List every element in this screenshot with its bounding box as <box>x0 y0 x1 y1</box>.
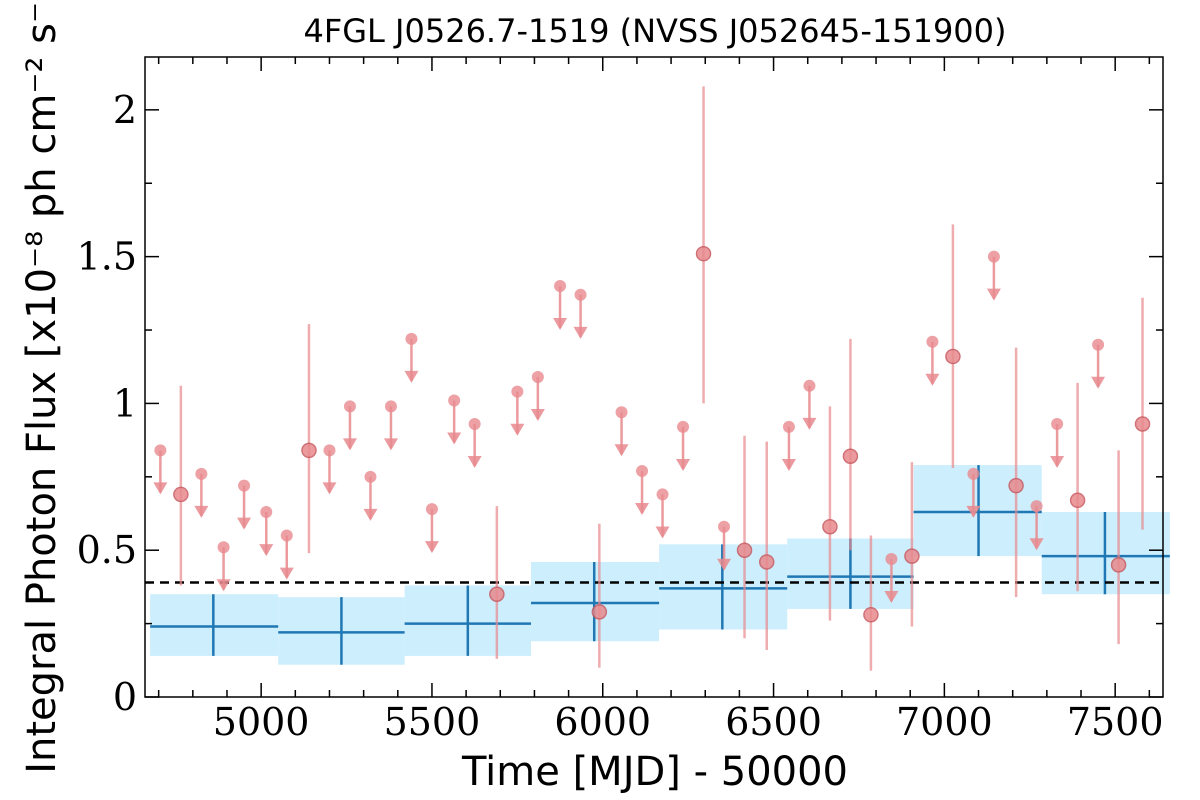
upper-limit-arrow-head <box>884 591 899 604</box>
upper-limit-arrow-head <box>1091 376 1106 389</box>
upper-limit-arrow-head <box>635 502 650 515</box>
upper-limit-arrow-head <box>781 458 796 471</box>
upper-limit-point <box>260 506 273 519</box>
upper-limit-arrow-head <box>1029 538 1044 551</box>
upper-limit-arrow-head <box>553 318 568 331</box>
upper-limit-point <box>782 420 795 433</box>
upper-limit-point <box>425 503 438 516</box>
upper-limit-point <box>718 520 731 533</box>
y-tick-label: 1 <box>113 381 137 425</box>
detection-point <box>945 348 961 365</box>
detection-point <box>736 542 753 558</box>
upper-limit-arrow-head <box>925 373 940 386</box>
upper-limit-arrow-head <box>404 370 419 383</box>
upper-limit-point <box>987 250 1000 263</box>
upper-limit-point <box>217 541 230 554</box>
x-axis-label: Time [MJD] - 50000 <box>461 749 848 795</box>
detection-point <box>842 448 859 465</box>
upper-limit-arrow-head <box>717 558 732 571</box>
y-tick-label: 2 <box>113 88 137 132</box>
upper-limit-point <box>280 529 293 542</box>
upper-limit-arrow-head <box>676 458 691 471</box>
upper-limit-point <box>238 479 251 492</box>
upper-limit-point <box>448 394 461 407</box>
upper-limit-arrow-head <box>363 508 378 521</box>
y-tick-label: 0.5 <box>77 528 137 572</box>
upper-limit-arrow-head <box>655 526 670 539</box>
upper-limit-arrow-head <box>237 517 252 530</box>
upper-limit-point <box>574 288 587 301</box>
x-tick-label: 5000 <box>213 700 310 744</box>
upper-limit-arrow-head <box>322 482 337 495</box>
upper-limit-arrow-head <box>383 438 398 451</box>
detection-point <box>863 607 879 623</box>
x-tick-label: 6500 <box>725 700 822 744</box>
upper-limit-arrow-head <box>153 482 168 495</box>
upper-limit-arrow-head <box>279 567 294 580</box>
upper-limit-arrow-head <box>614 444 629 457</box>
x-tick-label: 7500 <box>1067 700 1164 744</box>
detection-point <box>695 245 712 262</box>
detection-point <box>173 486 189 503</box>
detection-point <box>758 554 775 570</box>
upper-limit-point <box>1051 417 1064 430</box>
upper-limit-point <box>885 553 898 566</box>
upper-limit-arrow-head <box>573 326 588 339</box>
upper-limit-arrow-head <box>259 544 274 557</box>
upper-limit-arrow-head <box>467 456 482 469</box>
upper-limit-arrow-head <box>510 423 525 436</box>
x-tick-label: 7000 <box>896 700 993 744</box>
upper-limit-point <box>405 332 418 345</box>
upper-limit-arrow-head <box>1050 456 1065 469</box>
upper-limit-point <box>364 470 377 483</box>
upper-limit-point <box>468 417 481 430</box>
detection-point <box>1134 416 1151 432</box>
detection-point <box>301 442 317 459</box>
detection-point <box>1008 477 1024 494</box>
upper-limit-arrow-head <box>447 432 462 445</box>
upper-limit-point <box>323 444 336 457</box>
y-tick-label: 1.5 <box>77 235 137 279</box>
plot-area: 5000 5500 6000 6500 7000 7500 0 0.5 1 1.5 2 <box>77 56 1170 744</box>
upper-limit-point <box>615 406 628 419</box>
upper-limit-arrow-head <box>966 505 981 518</box>
y-axis-label: Integral Photon Flux [x10⁻⁸ ph cm⁻² s⁻¹] <box>19 0 65 774</box>
chart-title: 4FGL J0526.7-1519 (NVSS J052645-151900) <box>303 12 1006 50</box>
upper-limit-point <box>803 379 816 392</box>
upper-limit-point <box>1030 500 1043 513</box>
upper-limit-arrow-head <box>986 288 1001 301</box>
detection-point <box>822 518 838 535</box>
upper-limit-point <box>926 335 939 348</box>
upper-limit-point <box>343 400 356 413</box>
detection-point <box>591 604 608 620</box>
upper-limit-arrow-head <box>342 438 357 451</box>
upper-limit-arrow-head <box>802 417 817 430</box>
upper-limit-point <box>384 400 397 413</box>
x-tick-label: 5500 <box>384 700 481 744</box>
upper-limit-point <box>195 467 208 480</box>
upper-limit-arrow-head <box>424 541 439 554</box>
upper-limit-point <box>511 385 524 398</box>
upper-limit-point <box>554 279 567 292</box>
upper-limit-arrow-head <box>194 505 209 518</box>
upper-limit-point <box>656 488 669 501</box>
plot-frame <box>144 56 1164 698</box>
upper-limit-point <box>677 420 690 433</box>
upper-limit-point <box>636 464 649 477</box>
upper-limit-point <box>1092 338 1105 351</box>
upper-limit-arrow-head <box>530 409 545 422</box>
upper-limit-arrow-head <box>216 579 231 592</box>
y-tick-label: 0 <box>113 675 137 719</box>
upper-limit-point <box>531 371 544 383</box>
detection-point <box>904 548 920 564</box>
detection-point <box>489 586 505 602</box>
upper-limit-point <box>154 444 167 457</box>
upper-limit-point <box>967 467 980 480</box>
detection-point <box>1110 557 1127 573</box>
x-tick-label: 6000 <box>554 700 651 744</box>
detection-point <box>1069 492 1086 509</box>
